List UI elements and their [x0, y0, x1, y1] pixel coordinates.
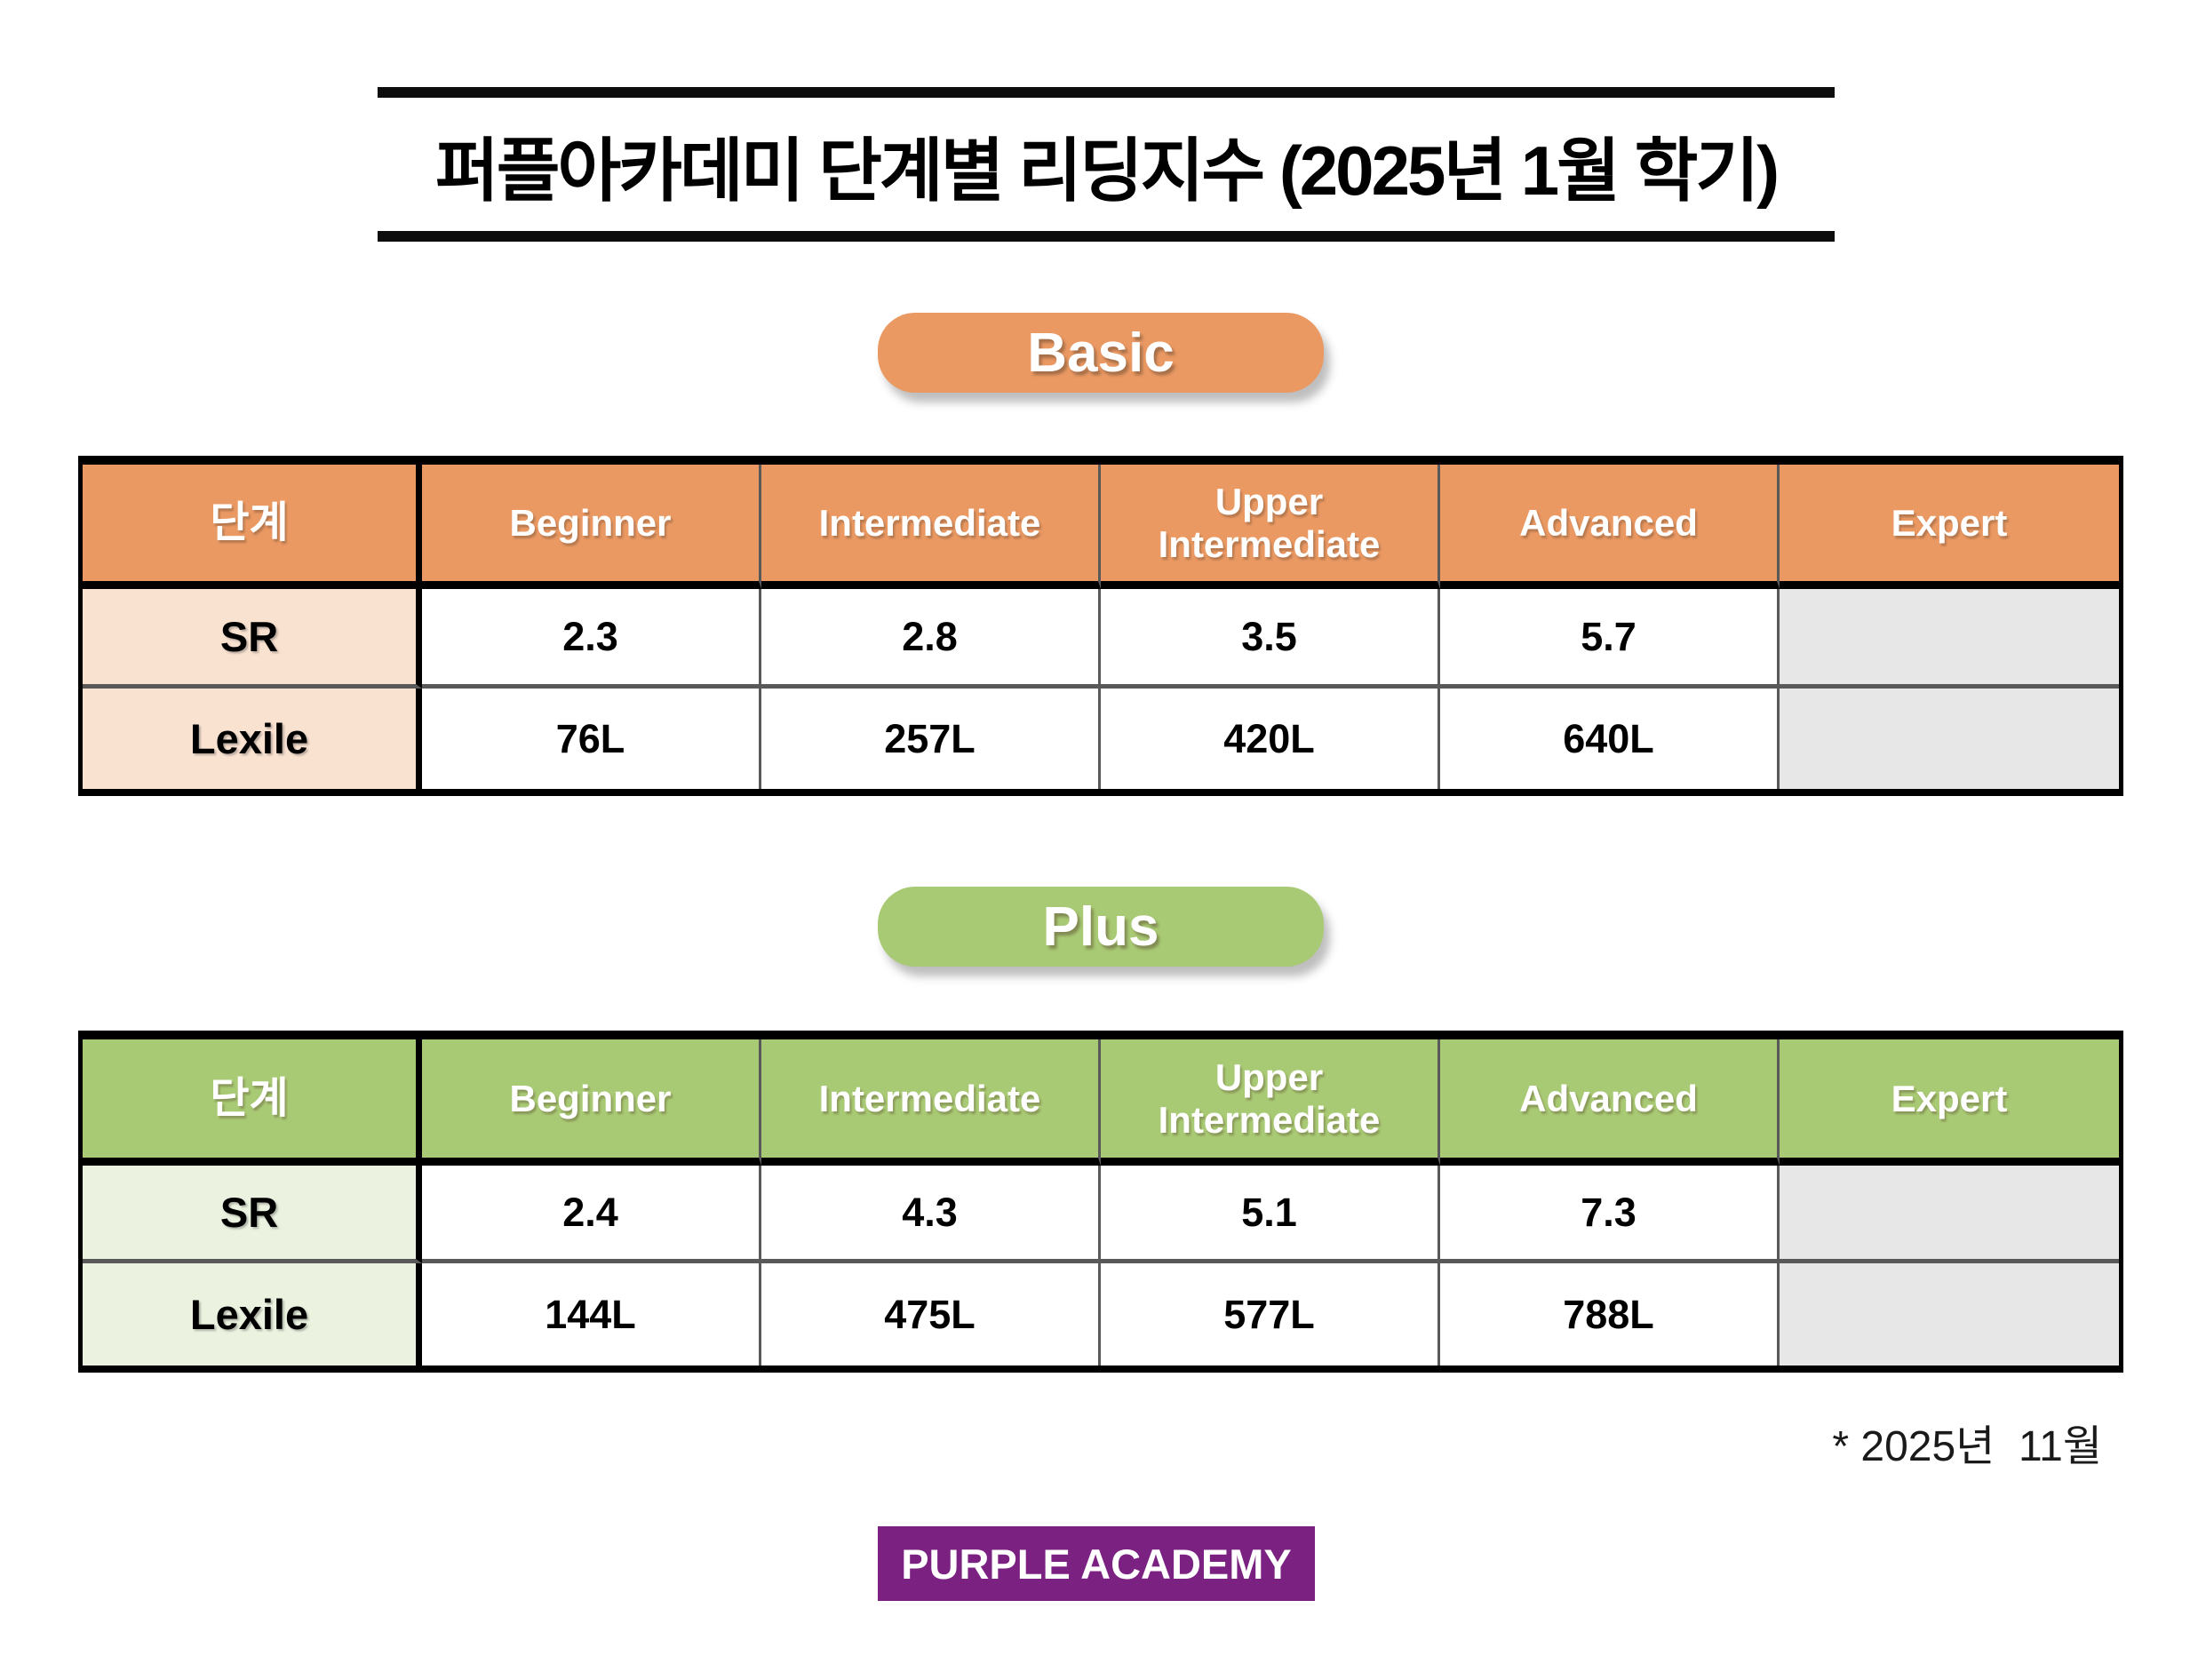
plus-badge-label: Plus	[1042, 896, 1159, 958]
plus-header-advanced: Advanced	[1440, 1039, 1780, 1166]
basic-header-level: 단계	[83, 465, 422, 589]
plus-sr-upper-intermediate: 5.1	[1101, 1166, 1440, 1263]
plus-sr-beginner: 2.4	[422, 1166, 761, 1263]
basic-lexile-label: Lexile	[83, 689, 422, 789]
plus-sr-advanced: 7.3	[1440, 1166, 1780, 1263]
basic-lexile-upper-intermediate: 420L	[1101, 689, 1440, 789]
basic-section-badge: Basic	[878, 313, 1324, 393]
basic-header-upper-intermediate: Upper Intermediate	[1101, 465, 1440, 589]
basic-sr-upper-intermediate: 3.5	[1101, 589, 1440, 689]
basic-table: 단계 Beginner Intermediate Upper Intermedi…	[78, 456, 2123, 796]
basic-lexile-expert-empty	[1780, 689, 2119, 789]
plus-lexile-advanced: 788L	[1440, 1263, 1780, 1365]
basic-lexile-intermediate: 257L	[761, 689, 1101, 789]
plus-sr-expert-empty	[1780, 1166, 2119, 1263]
plus-header-expert: Expert	[1780, 1039, 2119, 1166]
plus-lexile-upper-intermediate: 577L	[1101, 1263, 1440, 1365]
plus-lexile-label: Lexile	[83, 1263, 422, 1365]
plus-lexile-intermediate: 475L	[761, 1263, 1101, 1365]
basic-sr-advanced: 5.7	[1440, 589, 1780, 689]
basic-lexile-beginner: 76L	[422, 689, 761, 789]
date-footnote: * 2025년 11월	[1832, 1423, 2102, 1470]
plus-header-intermediate: Intermediate	[761, 1039, 1101, 1166]
plus-lexile-beginner: 144L	[422, 1263, 761, 1365]
plus-lexile-expert-empty	[1780, 1263, 2119, 1365]
page-title: 퍼플아카데미 단계별 리딩지수 (2025년 1월 학기)	[434, 131, 1780, 210]
brand-logo-text: PURPLE ACADEMY	[901, 1540, 1292, 1588]
brand-logo: PURPLE ACADEMY	[878, 1526, 1315, 1601]
basic-sr-expert-empty	[1780, 589, 2119, 689]
basic-lexile-advanced: 640L	[1440, 689, 1780, 789]
basic-sr-label: SR	[83, 589, 422, 689]
basic-badge-label: Basic	[1027, 322, 1175, 384]
plus-sr-label: SR	[83, 1166, 422, 1263]
basic-header-advanced: Advanced	[1440, 465, 1780, 589]
plus-table: 단계 Beginner Intermediate Upper Intermedi…	[78, 1031, 2123, 1373]
plus-sr-intermediate: 4.3	[761, 1166, 1101, 1263]
basic-header-beginner: Beginner	[422, 465, 761, 589]
plus-header-level: 단계	[83, 1039, 422, 1166]
plus-header-upper-intermediate: Upper Intermediate	[1101, 1039, 1440, 1166]
basic-sr-beginner: 2.3	[422, 589, 761, 689]
basic-header-intermediate: Intermediate	[761, 465, 1101, 589]
plus-section-badge: Plus	[878, 887, 1324, 967]
plus-header-beginner: Beginner	[422, 1039, 761, 1166]
basic-sr-intermediate: 2.8	[761, 589, 1101, 689]
basic-header-expert: Expert	[1780, 465, 2119, 589]
title-block: 퍼플아카데미 단계별 리딩지수 (2025년 1월 학기)	[378, 87, 1835, 242]
